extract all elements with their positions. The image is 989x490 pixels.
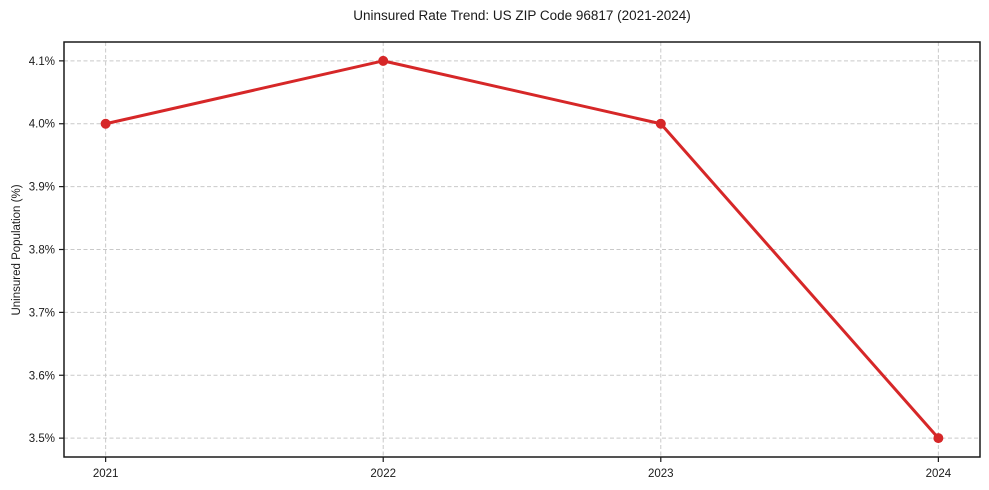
y-tick-label: 4.0% — [29, 119, 55, 131]
x-tick-label: 2022 — [370, 468, 396, 480]
y-tick-label: 3.9% — [29, 182, 55, 194]
data-point — [378, 55, 389, 66]
y-tick-label: 3.8% — [29, 245, 55, 257]
data-point — [933, 433, 944, 444]
data-point — [655, 118, 666, 129]
y-tick-label: 3.7% — [29, 307, 55, 319]
x-tick-label: 2021 — [93, 468, 119, 480]
y-tick-label: 3.6% — [29, 370, 55, 382]
y-tick-label: 3.5% — [29, 433, 55, 445]
x-tick-label: 2023 — [648, 468, 674, 480]
trend-line — [104, 59, 940, 440]
data-point — [100, 118, 111, 129]
y-tick-label: 4.1% — [29, 56, 55, 68]
x-tick-label: 2024 — [926, 468, 952, 480]
chart-title: Uninsured Rate Trend: US ZIP Code 96817 … — [353, 8, 691, 23]
